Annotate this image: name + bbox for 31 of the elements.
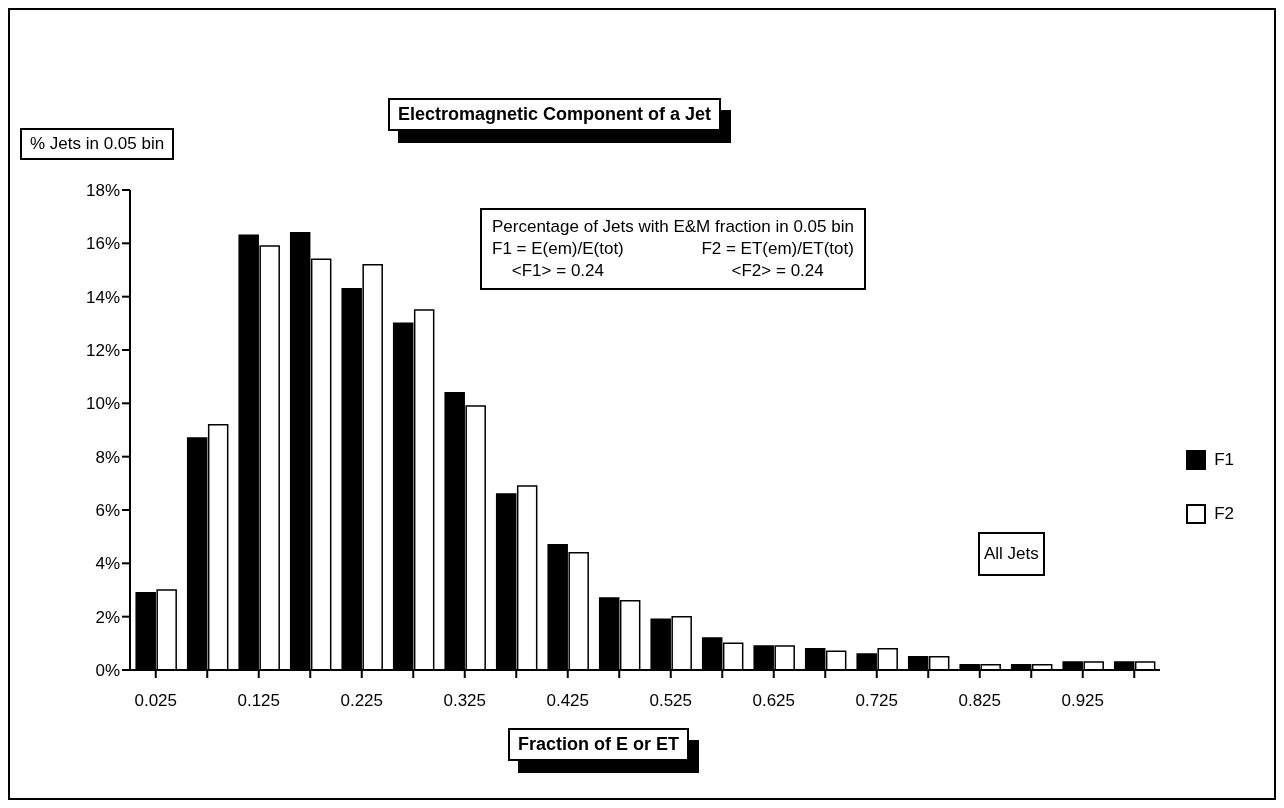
x-tick-label: 0.425 [546,691,590,711]
y-tick-label: 16% [85,234,120,254]
y-tick-label: 6% [95,501,120,521]
x-tick-label: 0.725 [855,691,899,711]
annotation: <F2> = 0.24 [730,260,825,282]
x-tick-label: 0.125 [237,691,281,711]
y-tick-label: 18% [85,181,120,201]
y-tick-label: 12% [85,341,120,361]
x-tick-label: 0.325 [443,691,487,711]
y-tick-label: 10% [85,394,120,414]
annotation: F2 = ET(em)/ET(tot) [701,238,854,260]
x-tick-label: 0.225 [340,691,384,711]
annotation: F1 = E(em)/E(tot) [492,238,624,260]
y-tick-label: 4% [95,554,120,574]
y-tick-label: 8% [95,447,120,467]
legend-label: F2 [1214,504,1234,524]
chart-title: Electromagnetic Component of a Jet [388,98,722,131]
x-tick-label: 0.625 [752,691,796,711]
x-axis-title: Fraction of E or ET [508,728,690,761]
annotation: Percentage of Jets with E&M fraction in 0.05 bin [492,216,854,238]
x-tick-label: 0.525 [649,691,693,711]
x-tick-label: 0.825 [958,691,1002,711]
y-tick-label: 0% [95,661,120,681]
x-tick-label: 0.925 [1061,691,1105,711]
legend-label: F1 [1214,450,1234,470]
y-tick-label: 2% [95,607,120,627]
annotation: All Jets [978,532,1045,576]
y-tick-label: 14% [85,287,120,307]
x-tick-label: 0.025 [134,691,178,711]
y-axis-title: % Jets in 0.05 bin [20,128,175,160]
annotation: <F1> = 0.24 [510,260,605,282]
